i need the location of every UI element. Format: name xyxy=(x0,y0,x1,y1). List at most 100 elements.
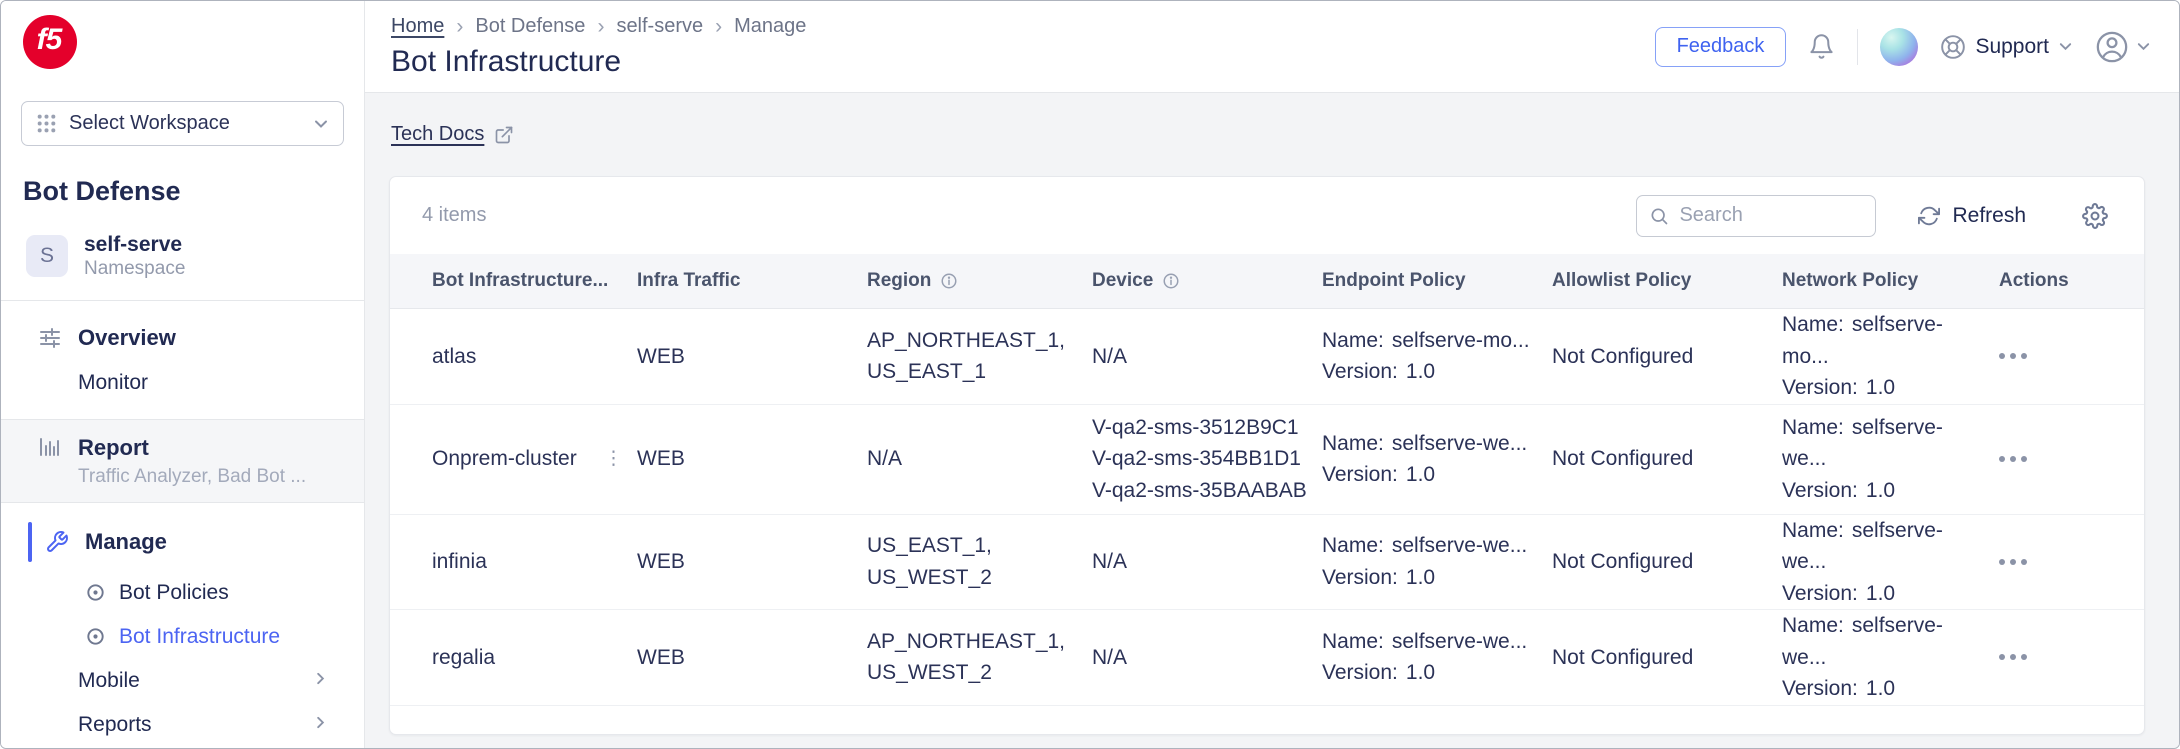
table-settings-gear-icon[interactable] xyxy=(2082,202,2108,229)
breadcrumb-separator: › xyxy=(597,14,605,38)
tech-docs-link[interactable]: Tech Docs xyxy=(391,123,514,146)
column-header-allowlist-policy: Allowlist Policy xyxy=(1552,270,1692,291)
breadcrumb: Home › Bot Defense › self-serve › Manage xyxy=(391,15,806,39)
main-area: Home › Bot Defense › self-serve › Manage… xyxy=(365,1,2179,748)
sidebar-item-reports[interactable]: Reports xyxy=(1,703,364,747)
breadcrumb-separator: › xyxy=(715,14,723,38)
truncation-marker: ⋮ xyxy=(604,447,623,469)
chevron-right-icon xyxy=(313,715,328,735)
user-circle-icon xyxy=(2095,30,2129,64)
cell-name: Onprem-cluster ⋮ xyxy=(432,443,637,475)
cell-region: AP_NORTHEAST_1, US_EAST_1 xyxy=(867,328,1066,384)
sliders-icon xyxy=(38,326,62,350)
wrench-icon xyxy=(45,530,69,554)
bot-infrastructure-table-card: 4 items Re xyxy=(389,176,2145,735)
column-header-actions: Actions xyxy=(1999,270,2069,291)
cell-name: infinia xyxy=(432,550,487,573)
sidebar-item-label: Reports xyxy=(78,712,152,736)
items-count: 4 items xyxy=(422,204,487,226)
sidebar-item-subtitle: Traffic Analyzer, Bad Bot ... xyxy=(78,465,307,487)
cell-region: N/A xyxy=(867,447,903,471)
chevron-down-icon xyxy=(2058,39,2073,54)
breadcrumb-home-link[interactable]: Home xyxy=(391,15,445,37)
sidebar-item-label: Mobile xyxy=(78,668,140,692)
refresh-button[interactable]: Refresh xyxy=(1918,204,2026,228)
tech-docs-label: Tech Docs xyxy=(391,123,485,145)
cell-allowlist-policy: Not Configured xyxy=(1552,550,1694,573)
refresh-label: Refresh xyxy=(1952,203,2026,227)
column-header-bot-infrastructure: Bot Infrastructure... xyxy=(432,270,609,291)
namespace-name: self-serve xyxy=(84,233,183,256)
ai-assistant-orb-icon[interactable] xyxy=(1880,27,1919,66)
bullseye-icon xyxy=(85,582,106,603)
namespace-sublabel: Namespace xyxy=(84,258,186,280)
account-menu[interactable] xyxy=(2095,30,2151,64)
lifebuoy-icon xyxy=(1940,34,1966,60)
sidebar-item-report[interactable]: Report Traffic Analyzer, Bad Bot ... xyxy=(1,419,364,503)
info-icon[interactable] xyxy=(1162,272,1180,290)
column-header-device: Device xyxy=(1092,270,1322,292)
cell-name: regalia xyxy=(432,645,496,669)
table-row: infinia WEB US_EAST_1, US_WEST_2 N/A Nam… xyxy=(390,515,2144,610)
sidebar-item-label: Bot Infrastructure xyxy=(119,624,281,648)
column-header-region: Region xyxy=(867,270,1092,292)
cell-endpoint-policy: Name: selfserve-mo... Version: 1.0 xyxy=(1322,328,1530,384)
cell-allowlist-policy: Not Configured xyxy=(1552,645,1694,669)
namespace-avatar: S xyxy=(26,234,68,277)
chevron-down-icon xyxy=(313,116,329,132)
sidebar-item-bot-infrastructure[interactable]: Bot Infrastructure xyxy=(1,615,364,659)
sidebar: f5 Select Workspace Bot Defense S self-s… xyxy=(1,1,365,748)
sidebar-item-overview[interactable]: Overview xyxy=(1,315,364,361)
feedback-button[interactable]: Feedback xyxy=(1654,26,1787,67)
sidebar-item-mobile[interactable]: Mobile xyxy=(1,659,364,703)
sidebar-item-label: Bot Policies xyxy=(119,580,229,604)
info-icon[interactable] xyxy=(940,272,958,290)
column-header-infra-traffic: Infra Traffic xyxy=(637,270,741,291)
chevron-down-icon xyxy=(2136,39,2151,54)
cell-device: N/A xyxy=(1092,550,1128,573)
chevron-right-icon xyxy=(313,671,328,691)
external-link-icon xyxy=(494,125,514,145)
sidebar-item-bot-policies[interactable]: Bot Policies xyxy=(1,571,364,615)
cell-region: US_EAST_1, US_WEST_2 xyxy=(867,534,992,589)
cell-endpoint-policy: Name: selfserve-we... Version: 1.0 xyxy=(1322,534,1528,589)
row-actions-ellipsis-button[interactable] xyxy=(1987,456,2124,462)
cell-infra-traffic: WEB xyxy=(637,447,685,471)
search-box xyxy=(1636,194,1877,237)
table-row: regalia WEB AP_NORTHEAST_1, US_WEST_2 N/… xyxy=(390,610,2144,706)
table-toolbar: 4 items Re xyxy=(390,177,2144,254)
workspace-selector[interactable]: Select Workspace xyxy=(21,101,344,146)
page-header: Home › Bot Defense › self-serve › Manage… xyxy=(365,1,2179,93)
cell-allowlist-policy: Not Configured xyxy=(1552,344,1694,368)
column-header-network-policy: Network Policy xyxy=(1782,270,1919,291)
sidebar-item-label: Monitor xyxy=(78,371,149,395)
namespace-avatar-letter: S xyxy=(39,243,54,267)
workspace-selector-label: Select Workspace xyxy=(69,112,230,134)
breadcrumb-separator: › xyxy=(456,14,464,38)
sidebar-item-label: Report xyxy=(78,435,149,461)
row-actions-ellipsis-button[interactable] xyxy=(1987,654,2124,661)
row-actions-ellipsis-button[interactable] xyxy=(1987,558,2124,565)
refresh-icon xyxy=(1918,206,1941,225)
breadcrumb-item: Bot Defense xyxy=(475,15,586,37)
sidebar-item-label: Overview xyxy=(78,325,176,351)
search-input[interactable] xyxy=(1679,204,1864,227)
support-label: Support xyxy=(1975,34,2049,58)
row-actions-ellipsis-button[interactable] xyxy=(1987,353,2124,360)
column-header-endpoint-policy: Endpoint Policy xyxy=(1322,270,1466,291)
active-section-indicator xyxy=(28,521,32,562)
cell-endpoint-policy: Name: selfserve-we... Version: 1.0 xyxy=(1322,629,1528,685)
support-menu[interactable]: Support xyxy=(1940,34,2073,60)
sidebar-item-manage[interactable]: Manage xyxy=(1,519,364,565)
notifications-bell-icon[interactable] xyxy=(1808,33,1835,60)
namespace-selector[interactable]: S self-serve Namespace xyxy=(1,231,364,302)
grid-icon xyxy=(36,113,57,134)
cell-network-policy: Name: selfserve-mo... Version: 1.0 xyxy=(1782,313,1943,399)
sidebar-item-monitor[interactable]: Monitor xyxy=(1,361,364,405)
search-icon xyxy=(1649,206,1669,226)
breadcrumb-item: Manage xyxy=(734,15,807,37)
table-row: atlas WEB AP_NORTHEAST_1, US_EAST_1 N/A … xyxy=(390,309,2144,405)
page-title: Bot Infrastructure xyxy=(391,44,622,78)
f5-logo: f5 xyxy=(23,15,77,69)
